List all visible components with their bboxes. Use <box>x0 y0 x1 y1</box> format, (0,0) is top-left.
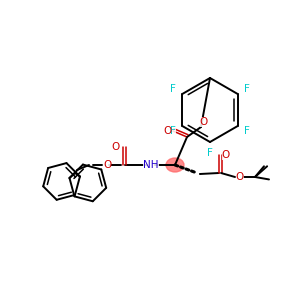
Text: F: F <box>170 127 176 136</box>
Text: F: F <box>244 127 250 136</box>
Text: O: O <box>103 160 111 170</box>
Text: F: F <box>244 83 250 94</box>
Text: O: O <box>112 142 120 152</box>
Text: O: O <box>236 172 244 182</box>
Text: F: F <box>170 83 176 94</box>
Text: O: O <box>163 126 171 136</box>
Text: O: O <box>200 117 208 127</box>
Text: F: F <box>207 148 213 158</box>
Ellipse shape <box>166 158 184 172</box>
Text: O: O <box>222 150 230 160</box>
Text: NH: NH <box>143 160 159 170</box>
